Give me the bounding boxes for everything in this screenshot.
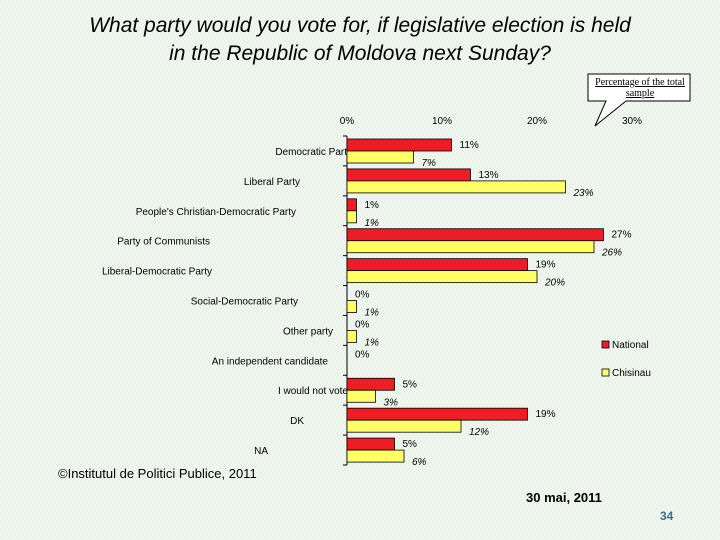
data-label-national: 0% (355, 349, 370, 360)
bar-chisinau (346, 419, 462, 433)
legend-label-national: National (612, 340, 649, 351)
bar-chisinau (346, 210, 357, 224)
category-label: Party of Communists (117, 237, 210, 248)
category-label: I would not vote (278, 386, 348, 397)
data-label-national: 13% (479, 170, 499, 181)
bar-national (346, 198, 357, 212)
bar-national (346, 437, 395, 451)
category-label: Other party (283, 326, 333, 337)
data-label-chisinau: 3% (384, 397, 399, 408)
category-label: Social-Democratic Party (191, 297, 298, 308)
callout-text: Percentage of the total sample (595, 77, 685, 99)
bar-national (346, 228, 604, 242)
title-line-1: What party would you vote for, if legisl… (89, 14, 631, 37)
data-label-national: 1% (365, 200, 380, 211)
copyright: ©Institutul de Politici Publice, 2011 (58, 466, 257, 481)
bar-chisinau (346, 240, 595, 254)
category-label: Democratic Party (275, 147, 352, 158)
x-tick-label-3: 30% (622, 116, 642, 127)
bar-national (346, 168, 471, 182)
category-label: People's Christian-Democratic Party (136, 207, 296, 218)
bar-national (346, 407, 528, 421)
category-label: DK (290, 416, 304, 427)
data-label-national: 0% (355, 319, 370, 330)
bar-chisinau (346, 150, 414, 164)
page-number: 34 (660, 509, 674, 523)
data-label-national: 19% (536, 260, 556, 271)
category-label: An independent candidate (212, 356, 329, 367)
bar-chisinau (346, 180, 566, 194)
data-label-chisinau: 1% (365, 308, 380, 319)
bar-national (346, 258, 528, 272)
data-label-chisinau: 6% (412, 457, 427, 468)
legend-label-chisinau: Chisinau (612, 368, 651, 379)
x-tick-label-1: 10% (432, 116, 452, 127)
legend-swatch-national (601, 340, 610, 349)
x-tick-label-2: 20% (527, 116, 547, 127)
data-label-chisinau: 1% (365, 337, 380, 348)
data-label-chisinau: 7% (422, 158, 437, 169)
bar-chisinau (346, 389, 376, 403)
title-line-2: in the Republic of Moldova next Sunday? (169, 42, 551, 65)
data-label-national: 19% (536, 409, 556, 420)
bar-national (346, 138, 452, 152)
data-label-national: 5% (403, 439, 418, 450)
bar-chisinau (346, 330, 357, 343)
data-label-national: 5% (403, 379, 418, 390)
data-label-national: 27% (612, 230, 632, 241)
category-label: NA (254, 446, 268, 457)
date: 30 mai, 2011 (526, 490, 602, 505)
data-label-chisinau: 1% (365, 218, 380, 229)
category-label: Liberal-Democratic Party (102, 267, 212, 278)
category-label: Liberal Party (244, 177, 300, 188)
data-label-chisinau: 12% (469, 427, 489, 438)
legend-swatch-chisinau (601, 368, 610, 377)
bar-chisinau (346, 300, 357, 313)
x-tick-label-0: 0% (340, 116, 355, 127)
bar-chisinau (346, 449, 405, 463)
data-label-chisinau: 26% (601, 248, 622, 259)
data-label-chisinau: 23% (573, 188, 594, 199)
bar-chisinau (346, 270, 538, 284)
chart-title: What party would you vote for, if legisl… (20, 12, 700, 68)
data-label-national: 11% (460, 140, 479, 151)
data-label-chisinau: 20% (544, 278, 565, 289)
bar-national (346, 377, 395, 391)
data-label-national: 0% (355, 290, 370, 301)
